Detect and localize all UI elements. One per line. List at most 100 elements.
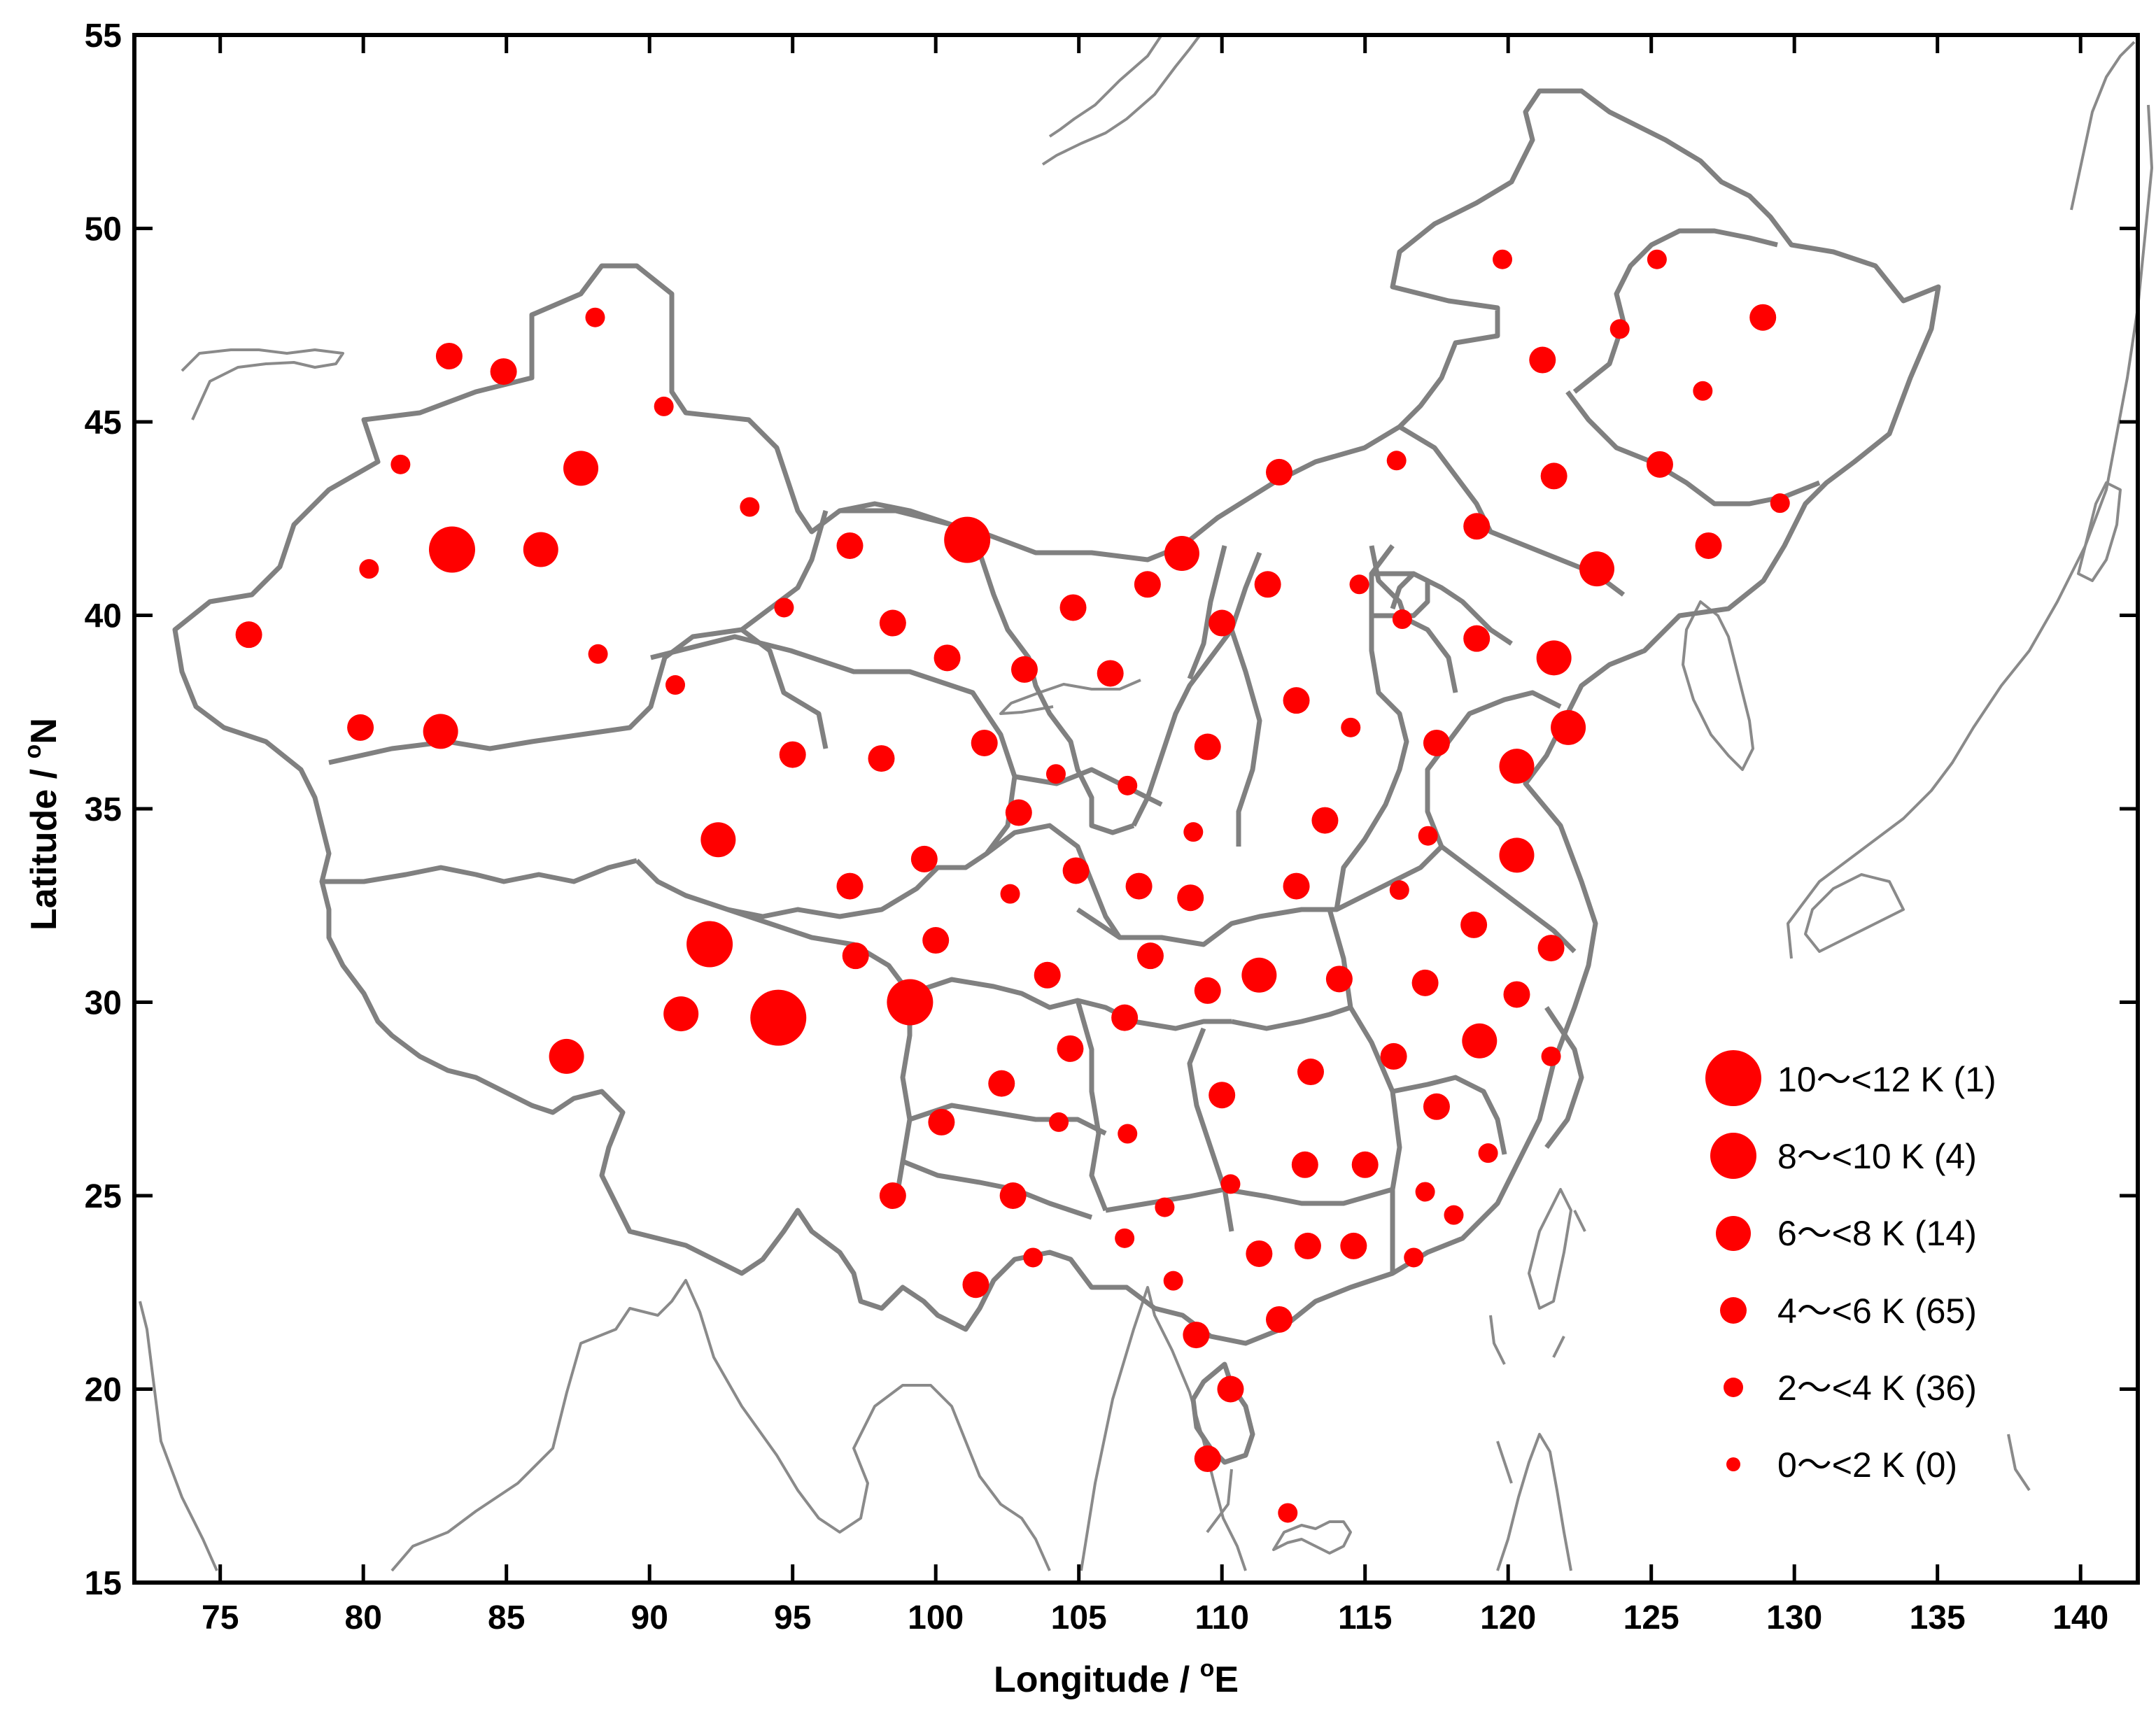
station-marker xyxy=(1499,837,1535,873)
station-marker xyxy=(1010,656,1038,683)
x-axis-title-unit: E xyxy=(1214,1660,1239,1700)
station-marker xyxy=(1005,799,1032,826)
legend-label-6-8: 6～<8 K (14) xyxy=(1777,1214,1977,1253)
station-marker xyxy=(1220,1174,1241,1194)
station-marker xyxy=(1045,764,1066,784)
station-marker xyxy=(1349,574,1369,595)
station-marker xyxy=(928,1108,955,1136)
station-marker xyxy=(879,1182,906,1209)
x-tick-label-105: 105 xyxy=(1051,1599,1107,1636)
station-marker xyxy=(1246,1240,1273,1267)
station-marker xyxy=(1537,935,1565,962)
station-marker xyxy=(1609,319,1630,339)
station-marker xyxy=(1462,1023,1498,1059)
x-tick-label-90: 90 xyxy=(631,1599,668,1636)
station-marker xyxy=(1392,609,1412,630)
station-marker xyxy=(1463,513,1491,540)
station-marker xyxy=(1325,965,1353,993)
axes: 75 80 85 90 95 100 105 110 115 120 125 130 135 140 15… xyxy=(85,17,2140,1636)
station-marker xyxy=(750,989,807,1046)
station-marker xyxy=(663,996,699,1032)
station-marker xyxy=(1164,536,1199,572)
y-tick-label-40: 40 xyxy=(85,598,122,635)
station-marker xyxy=(1266,1306,1292,1333)
y-tick-label-50: 50 xyxy=(85,211,122,248)
station-marker xyxy=(1380,1042,1407,1070)
station-marker xyxy=(1118,1124,1138,1144)
station-marker xyxy=(1155,1197,1175,1217)
station-marker xyxy=(1023,1247,1043,1268)
x-axis-title-sup: o xyxy=(1200,1655,1215,1682)
station-marker xyxy=(1493,249,1513,269)
station-marker xyxy=(1209,1082,1236,1109)
station-marker xyxy=(1283,872,1310,900)
x-tick-label-135: 135 xyxy=(1910,1599,1966,1636)
station-marker xyxy=(700,822,736,858)
station-marker xyxy=(740,497,760,517)
station-marker xyxy=(836,872,864,900)
station-marker xyxy=(1000,884,1020,904)
station-marker xyxy=(1294,1232,1321,1259)
station-marker xyxy=(910,845,938,872)
station-marker xyxy=(1183,822,1204,842)
station-marker xyxy=(1194,977,1221,1004)
station-marker xyxy=(1136,942,1164,970)
station-marker xyxy=(836,532,864,559)
station-marker xyxy=(1049,1112,1069,1132)
station-marker xyxy=(1278,1503,1298,1523)
station-marker xyxy=(962,1271,989,1299)
station-marker xyxy=(549,1038,584,1074)
y-tick-label-55: 55 xyxy=(85,17,122,55)
station-marker xyxy=(1062,857,1090,884)
station-marker xyxy=(1415,1182,1435,1202)
station-marker xyxy=(563,451,599,486)
legend-label-8-10: 8～<10 K (4) xyxy=(1777,1137,1977,1176)
station-marker xyxy=(1034,961,1061,989)
station-marker xyxy=(1551,709,1586,745)
station-marker xyxy=(1693,381,1713,401)
y-tick-label-15: 15 xyxy=(85,1565,122,1602)
y-tick-label-45: 45 xyxy=(85,404,122,441)
station-marker xyxy=(588,644,608,664)
station-marker xyxy=(359,559,379,579)
y-axis-title-sup: o xyxy=(20,744,46,759)
x-tick-label-80: 80 xyxy=(345,1599,382,1636)
legend: 10～<12 K (1) 8～<10 K (4) 6～<8 K (14) 4～<… xyxy=(1705,1050,1996,1485)
station-marker xyxy=(1646,451,1673,478)
station-marker xyxy=(887,979,933,1026)
x-tick-label-75: 75 xyxy=(202,1599,239,1636)
x-tick-label-100: 100 xyxy=(908,1599,964,1636)
x-tick-label-110: 110 xyxy=(1195,1599,1248,1636)
station-marker xyxy=(1241,957,1277,993)
station-marker xyxy=(1311,807,1339,834)
x-axis-title: Longitude / oE xyxy=(994,1655,1239,1700)
station-marker xyxy=(1411,969,1439,996)
x-tick-label-125: 125 xyxy=(1623,1599,1679,1636)
legend-label-4-6: 4～<6 K (65) xyxy=(1777,1292,1977,1331)
station-marker xyxy=(1134,571,1161,598)
legend-marker-6-8 xyxy=(1716,1216,1751,1251)
station-marker xyxy=(999,1182,1027,1209)
station-marker xyxy=(1389,880,1409,900)
station-marker xyxy=(1418,826,1438,846)
station-marker xyxy=(1463,625,1491,652)
station-marker xyxy=(842,942,869,970)
y-axis-title-unit: N xyxy=(24,718,64,744)
station-marker xyxy=(435,342,463,369)
legend-marker-8-10 xyxy=(1710,1133,1756,1179)
legend-label-0-2: 0～<2 K (0) xyxy=(1777,1445,1957,1485)
station-marker xyxy=(1695,532,1722,559)
x-axis-title-text: Longitude / xyxy=(994,1660,1200,1700)
legend-label-10-12: 10～<12 K (1) xyxy=(1777,1060,1996,1099)
station-marker xyxy=(1460,911,1488,938)
station-marker xyxy=(428,526,475,573)
station-marker xyxy=(1111,1004,1139,1031)
station-markers xyxy=(235,249,1790,1523)
station-marker xyxy=(1341,717,1361,737)
station-marker xyxy=(347,714,374,741)
station-marker xyxy=(1183,1322,1210,1349)
station-marker xyxy=(1059,594,1087,621)
station-marker xyxy=(1541,1046,1561,1066)
y-tick-label-25: 25 xyxy=(85,1178,122,1215)
